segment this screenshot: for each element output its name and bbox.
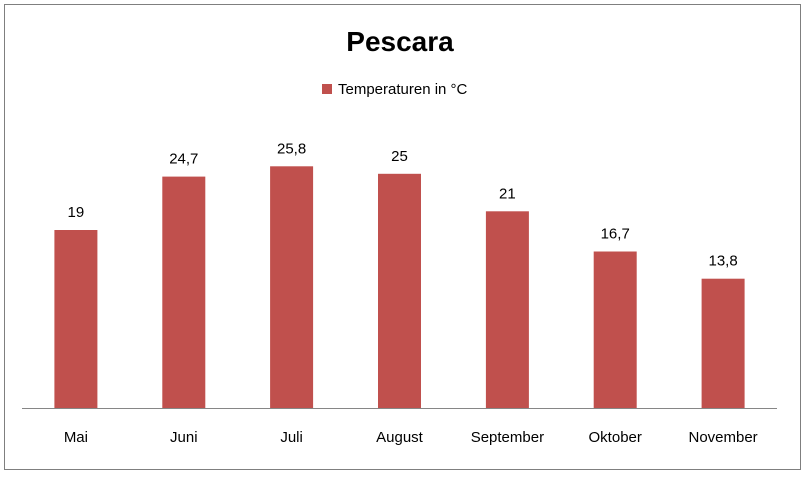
bars-group (54, 166, 745, 408)
data-label-oktober: 16,7 (601, 226, 630, 243)
x-tick-label-juli: Juli (280, 429, 303, 446)
legend: Temperaturen in °C (322, 81, 468, 98)
x-tick-label-mai: Mai (64, 429, 88, 446)
data-label-juli: 25,8 (277, 140, 306, 157)
data-label-mai: 19 (68, 204, 85, 221)
bar-mai (54, 230, 98, 408)
bar-november (701, 278, 745, 408)
bar-september (485, 211, 529, 408)
bar-juli (270, 166, 314, 408)
data-label-juni: 24,7 (169, 151, 198, 168)
legend-swatch (322, 84, 332, 94)
x-tick-label-september: September (471, 429, 544, 446)
x-tick-label-august: August (376, 429, 424, 446)
x-tick-label-november: November (688, 429, 757, 446)
x-tick-label-juni: Juni (170, 429, 198, 446)
bar-juni (162, 176, 206, 408)
bar-oktober (593, 251, 637, 408)
x-tick-label-oktober: Oktober (589, 429, 642, 446)
legend-label: Temperaturen in °C (338, 81, 468, 98)
data-labels-group: 19 24,7 25,8 25 21 16,7 13,8 (68, 140, 738, 269)
bar-august (378, 173, 421, 408)
x-tick-labels-group: Mai Juni Juli August September Oktober Novembe… (64, 429, 758, 446)
data-label-november: 13,8 (708, 253, 737, 270)
data-label-august: 25 (391, 148, 408, 165)
chart-title: Pescara (346, 26, 454, 57)
data-label-september: 21 (499, 185, 516, 202)
